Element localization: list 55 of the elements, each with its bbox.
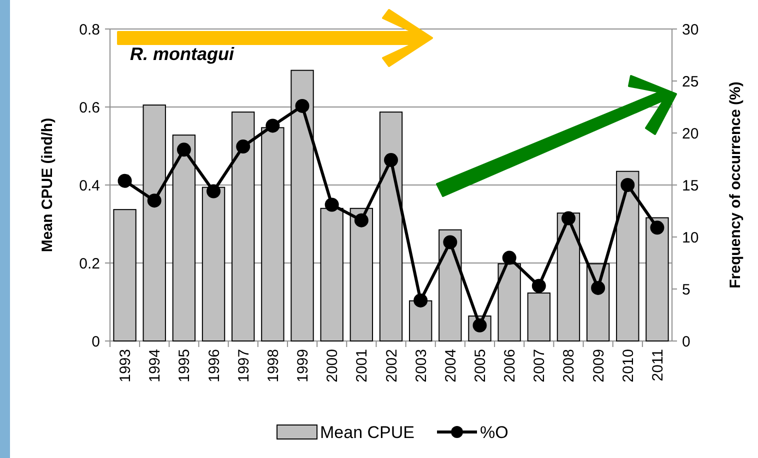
x-tick-label: 2008: [560, 349, 578, 382]
y-tick-label: 0.8: [79, 21, 100, 38]
point: [266, 118, 280, 133]
y-tick-label: 0: [92, 333, 100, 350]
y-tick-label: 0.4: [79, 177, 100, 194]
legend-label: %O: [480, 422, 508, 442]
point: [147, 194, 162, 208]
point: [176, 142, 191, 157]
x-tick-label: 2004: [442, 349, 460, 382]
y2-axis-title: Frequency of occurrence (%): [727, 82, 744, 288]
x-tick-label: 1993: [117, 349, 134, 382]
y2-tick-label: 15: [682, 177, 699, 194]
x-tick-label: 2002: [383, 349, 400, 382]
point: [561, 211, 576, 226]
x-tick-label: 2005: [472, 349, 489, 382]
legend-label: Mean CPUE: [320, 422, 414, 442]
point: [236, 140, 250, 154]
y-tick-label: 0.2: [79, 255, 100, 272]
point: [354, 213, 368, 228]
y2-tick-label: 30: [682, 21, 699, 38]
x-tick-label: 2003: [412, 349, 430, 382]
point: [206, 184, 221, 198]
point: [620, 178, 635, 192]
y-axis-title: Mean CPUE (ind/h): [39, 118, 56, 252]
x-tick-label: 2007: [531, 349, 548, 382]
y-tick-label: 0.6: [79, 99, 100, 116]
x-tick-label: 2000: [324, 349, 342, 382]
text: R. montagui: [130, 44, 235, 64]
y2-tick-label: 0: [682, 333, 690, 350]
x-tick-label: 1996: [206, 349, 223, 382]
point: [532, 278, 546, 293]
y2-tick-label: 20: [682, 125, 699, 142]
x-tick-label: 1994: [146, 349, 164, 382]
point: [384, 153, 398, 168]
y2-tick-label: 25: [682, 73, 699, 90]
x-tick-label: 1999: [294, 349, 312, 382]
x-tick-label: 1995: [176, 349, 194, 382]
point: [650, 220, 664, 235]
x-tick-label: 2001: [354, 349, 371, 382]
bar: [113, 209, 136, 342]
y2-tick-label: 10: [682, 229, 699, 246]
point: [414, 293, 428, 308]
x-tick-label: 1998: [264, 349, 282, 382]
point: [118, 174, 132, 188]
point: [443, 235, 458, 250]
x-tick-label: 2006: [502, 349, 519, 382]
x-tick-label: 1997: [235, 349, 252, 382]
x-tick-label: 2009: [590, 349, 608, 382]
x-tick-label: 2011: [649, 349, 666, 382]
x-tick-label: 2010: [620, 349, 637, 382]
point: [324, 198, 339, 212]
point: [295, 98, 310, 113]
point: [502, 250, 516, 265]
y2-tick-label: 5: [682, 281, 690, 298]
point: [591, 280, 606, 295]
